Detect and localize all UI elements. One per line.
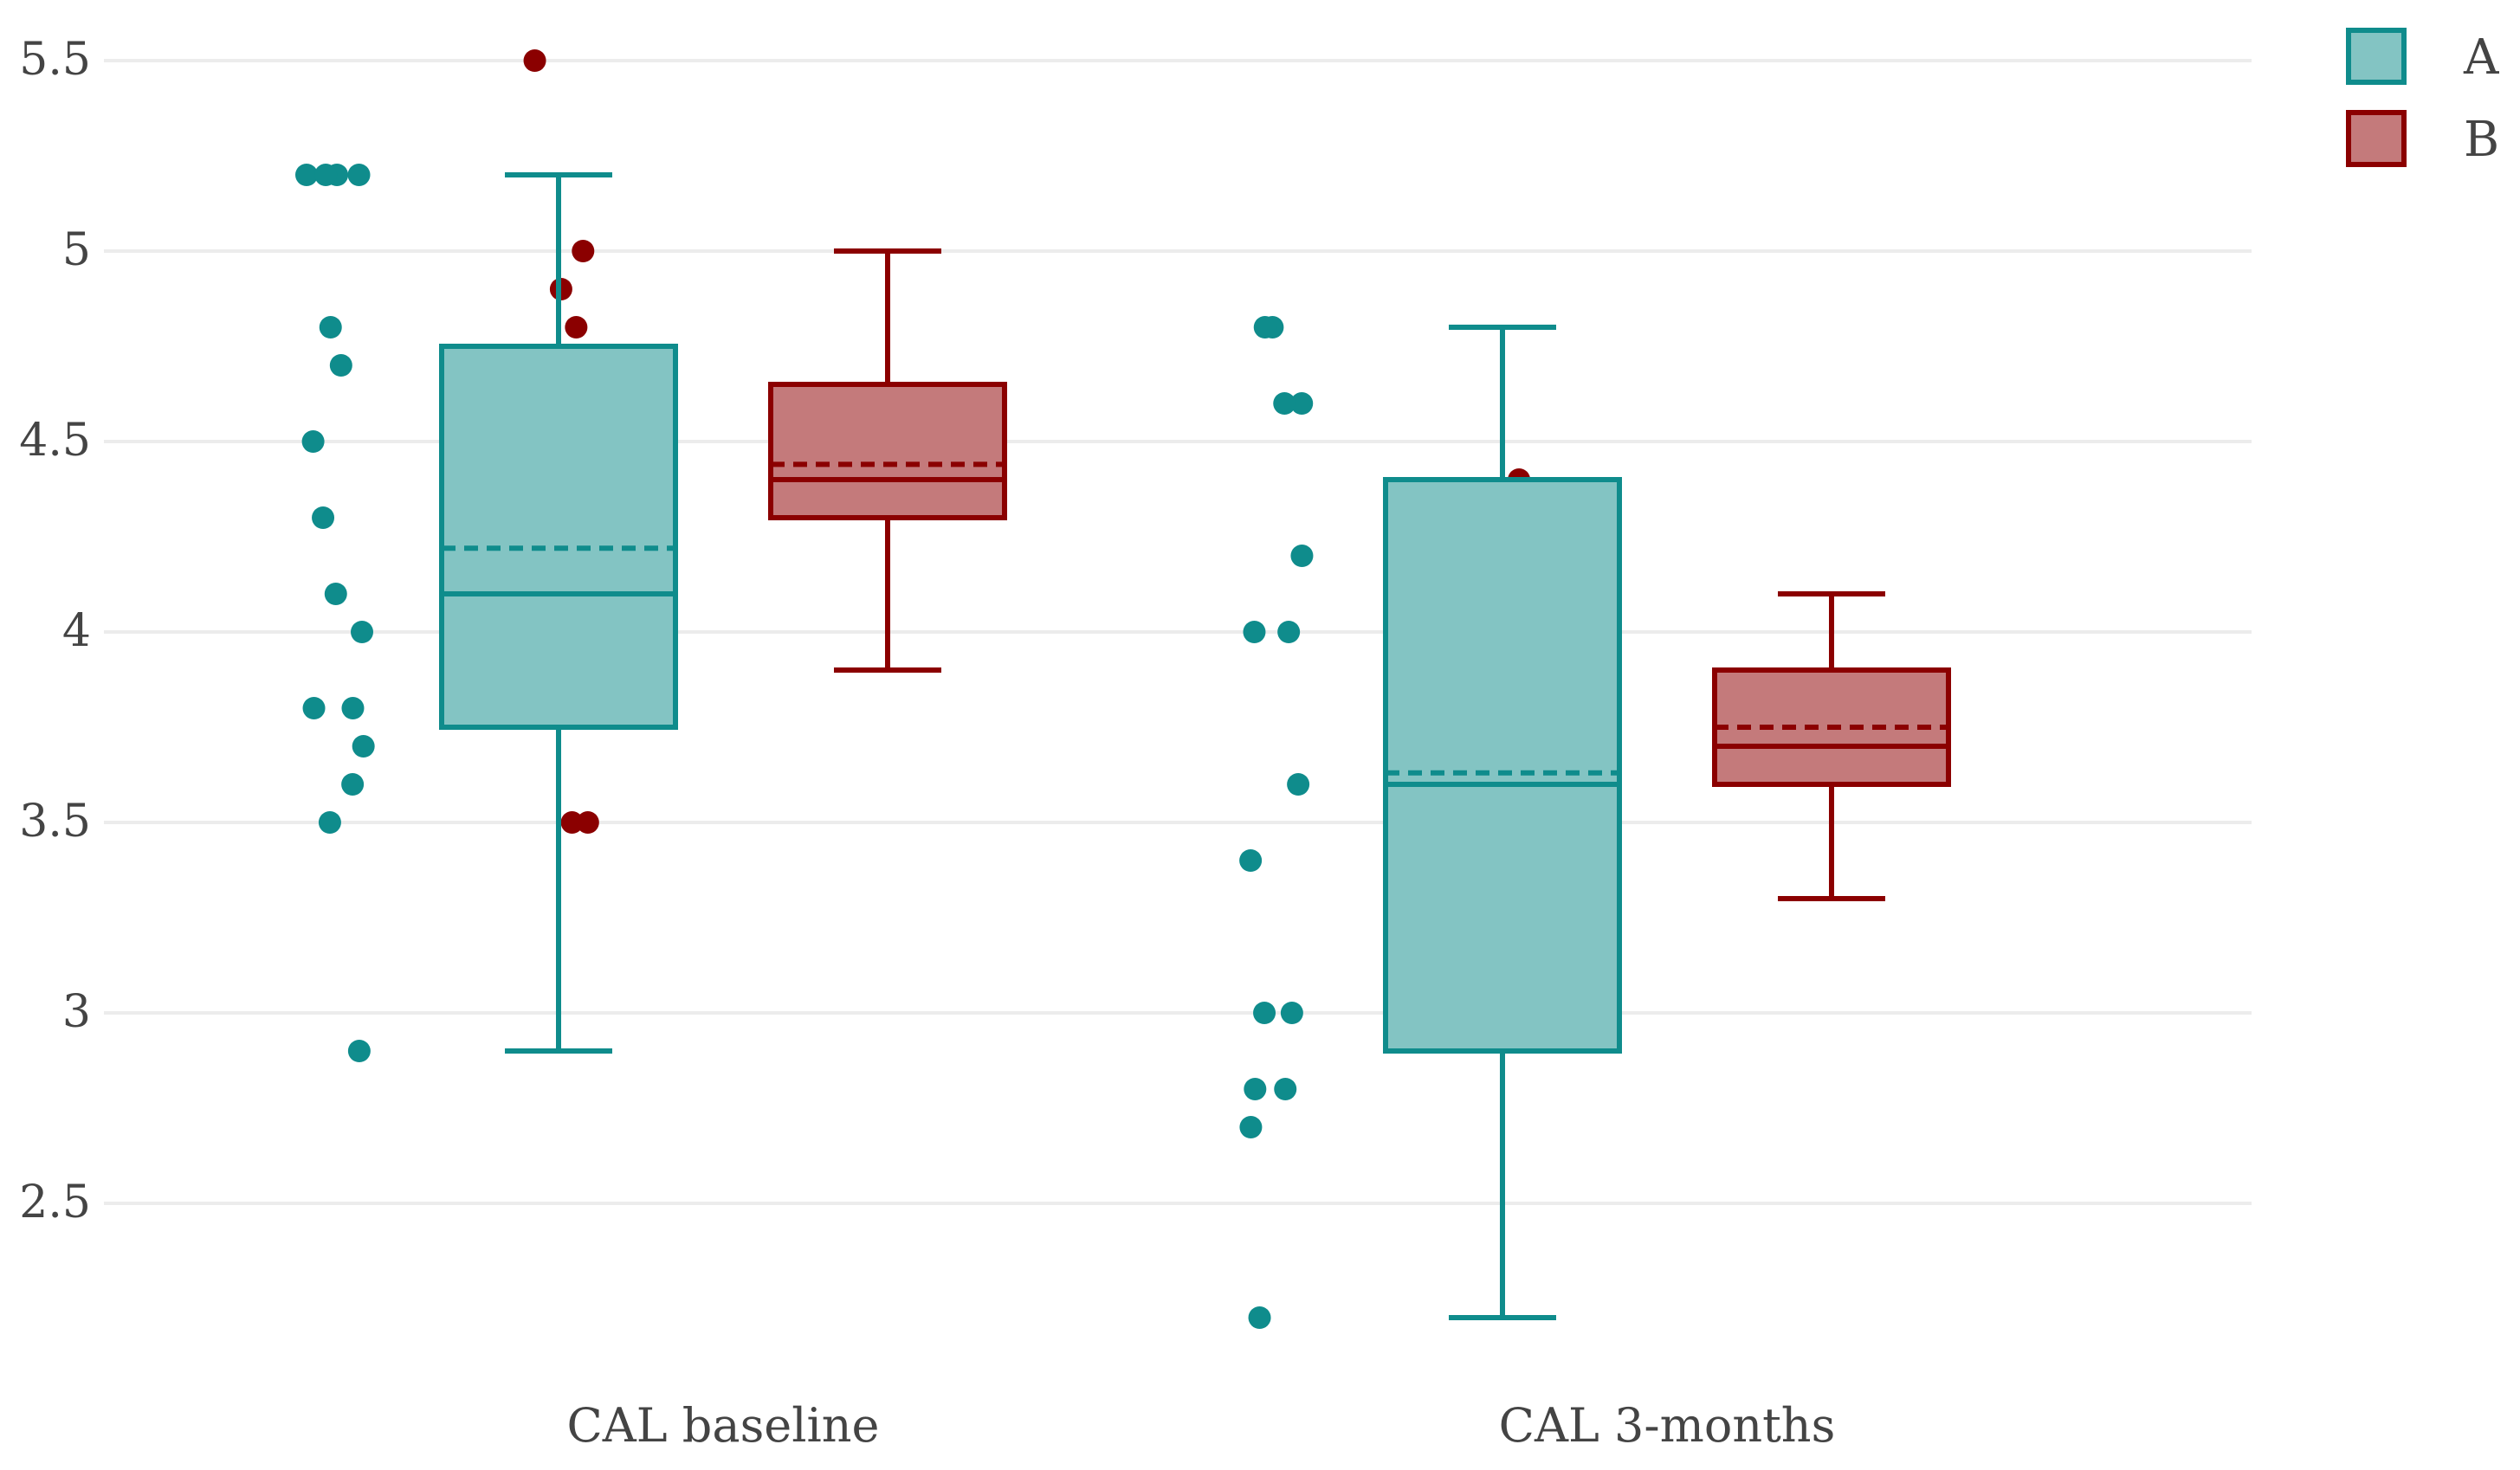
legend-swatch (2346, 110, 2407, 167)
data-point (341, 697, 365, 719)
y-tick-label: 2.5 (19, 1177, 91, 1228)
x-category-label: CAL baseline (566, 1398, 879, 1453)
legend-swatch (2346, 28, 2407, 85)
data-point (1287, 773, 1310, 796)
y-tick-label: 5 (62, 224, 91, 276)
data-point (301, 430, 325, 453)
data-point (1248, 1306, 1271, 1329)
legend-item-a[interactable]: A (2346, 28, 2499, 86)
data-point (1253, 316, 1276, 338)
data-point (351, 621, 374, 643)
x-category-label: CAL 3-months (1499, 1398, 1836, 1453)
legend-label: B (2464, 112, 2499, 168)
data-point (312, 506, 335, 529)
data-point (576, 811, 599, 834)
iqr-box (439, 344, 678, 730)
data-point (1239, 849, 1263, 872)
iqr-box (1383, 477, 1622, 1054)
data-point (1273, 392, 1296, 415)
data-point (302, 697, 326, 719)
data-point (1274, 1078, 1297, 1100)
data-point (319, 316, 342, 338)
x-axis-category-labels: CAL baseline CAL 3-months (566, 1398, 1835, 1453)
data-point (523, 49, 546, 72)
legend-item-b[interactable]: B (2346, 110, 2499, 168)
data-point (324, 583, 347, 605)
data-point (1277, 621, 1301, 643)
box-b-3-months (1712, 591, 1951, 901)
data-point (329, 354, 352, 377)
box-series (439, 172, 1951, 1320)
data-point (565, 316, 588, 338)
iqr-box (768, 382, 1007, 520)
data-point (1280, 1002, 1303, 1024)
data-point (1290, 545, 1314, 567)
data-point (1239, 1116, 1263, 1138)
data-point (347, 164, 371, 186)
data-point (314, 164, 338, 186)
data-point (1244, 1078, 1267, 1100)
y-tick-label: 4 (62, 605, 91, 657)
data-point (295, 164, 319, 186)
y-tick-label: 5.5 (19, 34, 91, 86)
data-point (341, 773, 365, 796)
box-a-3-months (1383, 325, 1622, 1320)
data-point (347, 1040, 371, 1062)
legend-label: A (2463, 29, 2499, 86)
data-point (318, 811, 341, 834)
y-tick-label: 4.5 (19, 415, 91, 467)
legend[interactable]: AB (2346, 28, 2499, 168)
data-point (352, 735, 375, 758)
data-point (560, 811, 584, 834)
data-point (1290, 392, 1314, 415)
y-tick-label: 3 (62, 986, 91, 1038)
data-point (572, 240, 595, 262)
data-point (1253, 1002, 1276, 1024)
box-b-baseline (768, 248, 1007, 673)
box-a-baseline (439, 172, 678, 1054)
y-axis-tick-labels: 2.5 3 3.5 4 4.5 5 5.5 (19, 34, 91, 1228)
grid-lines (104, 59, 2252, 1205)
y-tick-label: 3.5 (19, 796, 91, 848)
data-point (1243, 621, 1266, 643)
